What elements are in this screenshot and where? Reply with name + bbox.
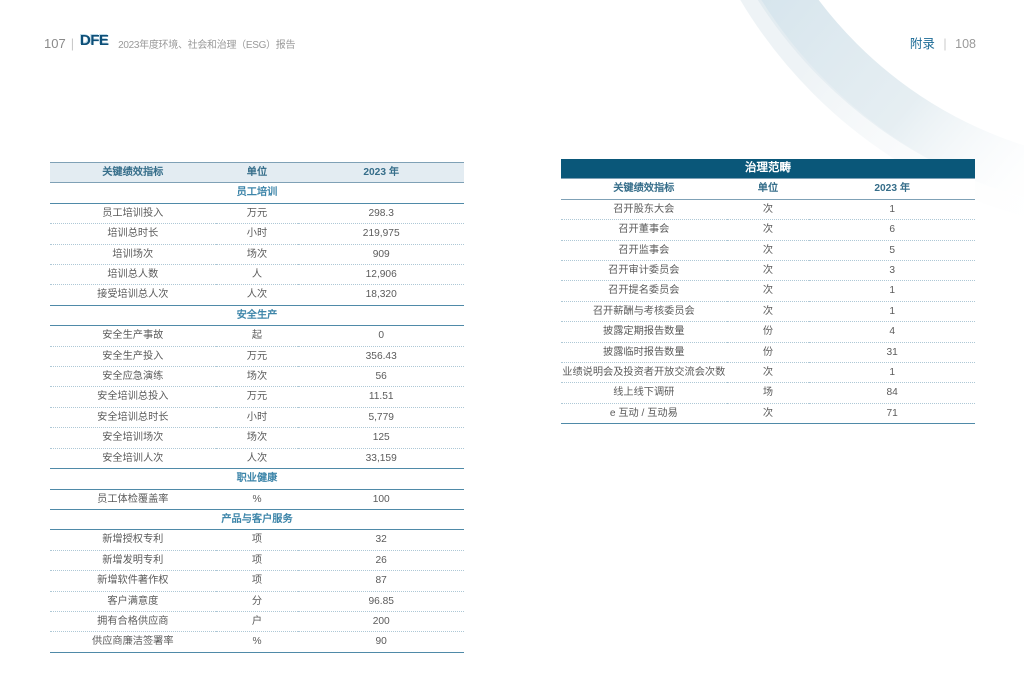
svg-text:DFE: DFE [80, 32, 109, 48]
